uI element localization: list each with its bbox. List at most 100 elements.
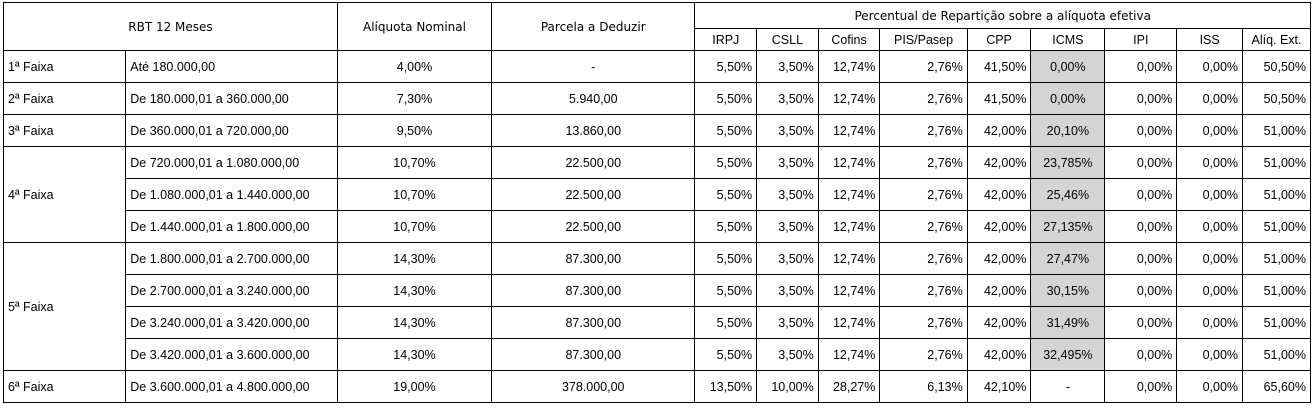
cell-ipi: 0,00% — [1104, 146, 1178, 179]
cell-cpp: 42,00% — [966, 306, 1032, 339]
cell-pis-pasep: 2,76% — [879, 146, 968, 179]
cell-cofins: 12,74% — [817, 242, 881, 275]
cell-iss: 0,00% — [1176, 210, 1244, 243]
cell-cofins: 12,74% — [817, 114, 881, 147]
cell-cpp: 42,00% — [966, 178, 1032, 211]
col-pis-pasep: PIS/Pasep — [879, 28, 968, 51]
parcela-deduzir: 5.940,00 — [491, 82, 696, 115]
cell-aliq-ext: 50,50% — [1242, 82, 1311, 115]
cell-aliq-ext: 51,00% — [1242, 274, 1311, 307]
cell-irpj: 5,50% — [694, 82, 758, 115]
cell-pis-pasep: 2,76% — [879, 210, 968, 243]
cell-irpj: 5,50% — [694, 274, 758, 307]
aliquota-nominal: 10,70% — [336, 178, 493, 211]
cell-icms: - — [1030, 370, 1106, 403]
rbt-range: Até 180.000,00 — [125, 50, 338, 83]
cell-icms: 27,135% — [1030, 210, 1106, 243]
cell-cpp: 42,00% — [966, 274, 1032, 307]
cell-iss: 0,00% — [1176, 178, 1244, 211]
parcela-deduzir: 22.500,00 — [491, 210, 696, 243]
cell-csll: 3,50% — [756, 114, 819, 147]
cell-aliq-ext: 50,50% — [1242, 50, 1311, 83]
cell-csll: 3,50% — [756, 338, 819, 371]
table-row: De 3.240.000,01 a 3.420.000,00 14,30% 87.3… — [4, 306, 1311, 339]
cell-cpp: 42,00% — [966, 338, 1032, 371]
cell-iss: 0,00% — [1176, 370, 1244, 403]
col-cofins: Cofins — [817, 28, 881, 51]
cell-ipi: 0,00% — [1104, 338, 1178, 371]
cell-ipi: 0,00% — [1104, 82, 1178, 115]
parcela-deduzir: 22.500,00 — [491, 178, 696, 211]
cell-aliq-ext: 51,00% — [1242, 306, 1311, 339]
rbt-range: De 2.700.000,01 a 3.240.000,00 — [125, 274, 338, 307]
parcela-deduzir: 87.300,00 — [491, 242, 696, 275]
cell-cofins: 12,74% — [817, 274, 881, 307]
rbt-range: De 3.240.000,01 a 3.420.000,00 — [125, 306, 338, 339]
cell-cofins: 12,74% — [817, 338, 881, 371]
cell-cofins: 12,74% — [817, 210, 881, 243]
col-aliq-ext: Alíq. Ext. — [1242, 28, 1311, 51]
cell-cpp: 42,00% — [966, 242, 1032, 275]
rbt-range: De 1.800.000,01 a 2.700.000,00 — [125, 242, 338, 275]
cell-irpj: 5,50% — [694, 146, 758, 179]
aliquota-nominal: 19,00% — [336, 370, 493, 403]
cell-cpp: 42,10% — [966, 370, 1032, 403]
rbt-range: De 3.600.000,01 a 4.800.000,00 — [125, 370, 338, 403]
aliquota-nominal: 14,30% — [336, 338, 493, 371]
header-aliquota-nominal: Alíquota Nominal — [336, 2, 493, 51]
cell-icms: 20,10% — [1030, 114, 1106, 147]
header-rbt: RBT 12 Meses — [3, 2, 338, 51]
cell-cpp: 42,00% — [966, 210, 1032, 243]
parcela-deduzir: 87.300,00 — [491, 306, 696, 339]
col-ipi: IPI — [1104, 28, 1178, 51]
cell-ipi: 0,00% — [1104, 50, 1178, 83]
cell-irpj: 5,50% — [694, 178, 758, 211]
cell-ipi: 0,00% — [1104, 242, 1178, 275]
parcela-deduzir: 13.860,00 — [491, 114, 696, 147]
cell-cpp: 41,50% — [966, 82, 1032, 115]
cell-irpj: 5,50% — [694, 210, 758, 243]
aliquota-nominal: 14,30% — [336, 306, 493, 339]
cell-ipi: 0,00% — [1104, 178, 1178, 211]
cell-pis-pasep: 2,76% — [879, 306, 968, 339]
cell-csll: 3,50% — [756, 50, 819, 83]
cell-csll: 3,50% — [756, 146, 819, 179]
cell-ipi: 0,00% — [1104, 370, 1178, 403]
faixa-label: 2ª Faixa — [2, 82, 127, 115]
cell-pis-pasep: 2,76% — [879, 50, 968, 83]
aliquota-nominal: 14,30% — [336, 274, 493, 307]
cell-ipi: 0,00% — [1104, 210, 1178, 243]
cell-iss: 0,00% — [1176, 50, 1244, 83]
cell-csll: 3,50% — [756, 274, 819, 307]
cell-csll: 10,00% — [756, 370, 819, 403]
rbt-range: De 1.080.000,01 a 1.440.000,00 — [125, 178, 338, 211]
cell-irpj: 5,50% — [694, 306, 758, 339]
cell-cofins: 28,27% — [817, 370, 881, 403]
cell-pis-pasep: 2,76% — [879, 82, 968, 115]
cell-ipi: 0,00% — [1104, 274, 1178, 307]
col-cpp: CPP — [966, 28, 1032, 51]
cell-pis-pasep: 2,76% — [879, 242, 968, 275]
rbt-range: De 720.000,01 a 1.080.000,00 — [125, 146, 338, 179]
table-row: 6ª Faixa De 3.600.000,01 a 4.800.000,00 19… — [2, 370, 1311, 403]
parcela-deduzir: 22.500,00 — [491, 146, 696, 179]
aliquota-nominal: 9,50% — [336, 114, 493, 147]
faixa-label: 4ª Faixa — [2, 146, 127, 243]
header-percentual-reparticao: Percentual de Repartição sobre a alíquot… — [694, 2, 1311, 29]
cell-aliq-ext: 51,00% — [1242, 210, 1311, 243]
cell-icms: 30,15% — [1030, 274, 1106, 307]
faixa-label: 3ª Faixa — [2, 114, 127, 147]
cell-iss: 0,00% — [1176, 306, 1244, 339]
table-row: 3ª Faixa De 360.000,01 a 720.000,00 9,50% 1… — [2, 114, 1311, 147]
cell-pis-pasep: 2,76% — [879, 274, 968, 307]
cell-aliq-ext: 51,00% — [1242, 242, 1311, 275]
parcela-deduzir: 378.000,00 — [491, 370, 696, 403]
cell-icms: 23,785% — [1030, 146, 1106, 179]
col-icms: ICMS — [1030, 28, 1106, 51]
cell-irpj: 13,50% — [694, 370, 758, 403]
cell-icms: 31,49% — [1030, 306, 1106, 339]
cell-ipi: 0,00% — [1104, 114, 1178, 147]
cell-csll: 3,50% — [756, 82, 819, 115]
table-row: 4ª Faixa De 720.000,01 a 1.080.000,00 10,7… — [2, 146, 1311, 243]
aliquota-nominal: 14,30% — [336, 242, 493, 275]
